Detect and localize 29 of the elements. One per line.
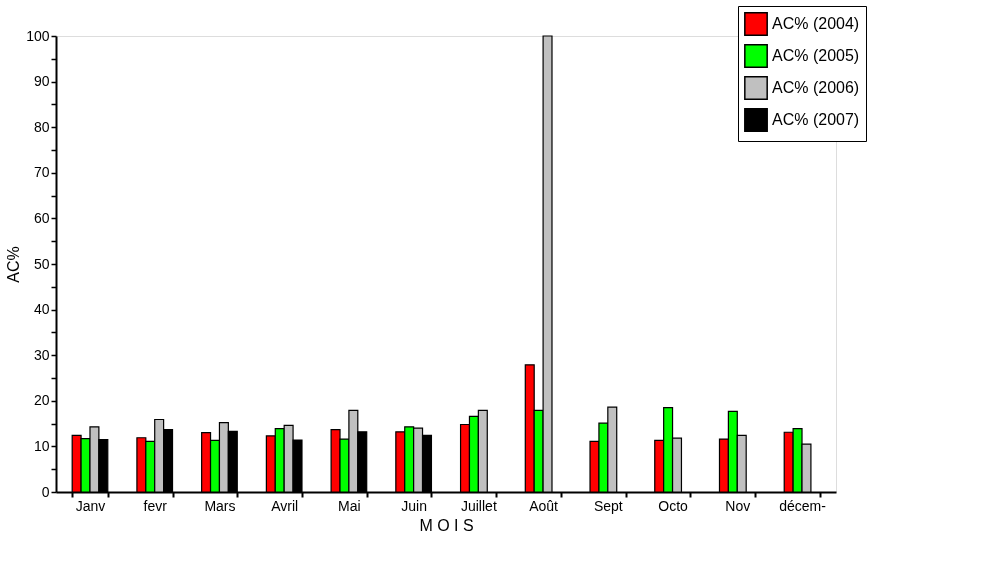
x-tick-label: Juillet bbox=[460, 497, 497, 514]
x-tick-label: Juin bbox=[401, 497, 427, 514]
legend-label: AC% (2007) bbox=[772, 111, 860, 128]
y-tick-label: 20 bbox=[33, 392, 50, 409]
y-tick-label: 60 bbox=[33, 209, 50, 226]
y-tick-label: 90 bbox=[33, 73, 50, 90]
x-tick-label: Nov bbox=[725, 497, 751, 514]
x-axis-title: M O I S bbox=[419, 516, 474, 534]
y-tick-label: 50 bbox=[33, 255, 50, 272]
y-axis-title: AC% bbox=[5, 246, 23, 283]
y-tick-label: 70 bbox=[33, 164, 50, 181]
x-tick-label: fevr bbox=[143, 497, 168, 514]
y-tick-label: 0 bbox=[41, 483, 50, 500]
x-tick-label: Sept bbox=[593, 497, 623, 514]
y-tick-label: 40 bbox=[33, 301, 50, 318]
x-tick-label: Août bbox=[529, 497, 559, 514]
y-tick-label: 100 bbox=[26, 27, 50, 44]
legend-label: AC% (2005) bbox=[772, 47, 860, 64]
x-tick-label: Avril bbox=[271, 497, 299, 514]
legend-label: AC% (2004) bbox=[772, 15, 860, 32]
legend-label: AC% (2006) bbox=[772, 79, 860, 96]
y-tick-label: 30 bbox=[33, 346, 50, 363]
x-tick-label: Janv bbox=[75, 497, 106, 514]
x-tick-label: Mars bbox=[204, 497, 236, 514]
x-tick-label: Mai bbox=[338, 497, 361, 514]
x-tick-label: décem- bbox=[779, 497, 827, 514]
x-tick-label: Octo bbox=[658, 497, 689, 514]
y-tick-label: 80 bbox=[33, 118, 50, 135]
y-tick-label: 10 bbox=[33, 437, 50, 454]
